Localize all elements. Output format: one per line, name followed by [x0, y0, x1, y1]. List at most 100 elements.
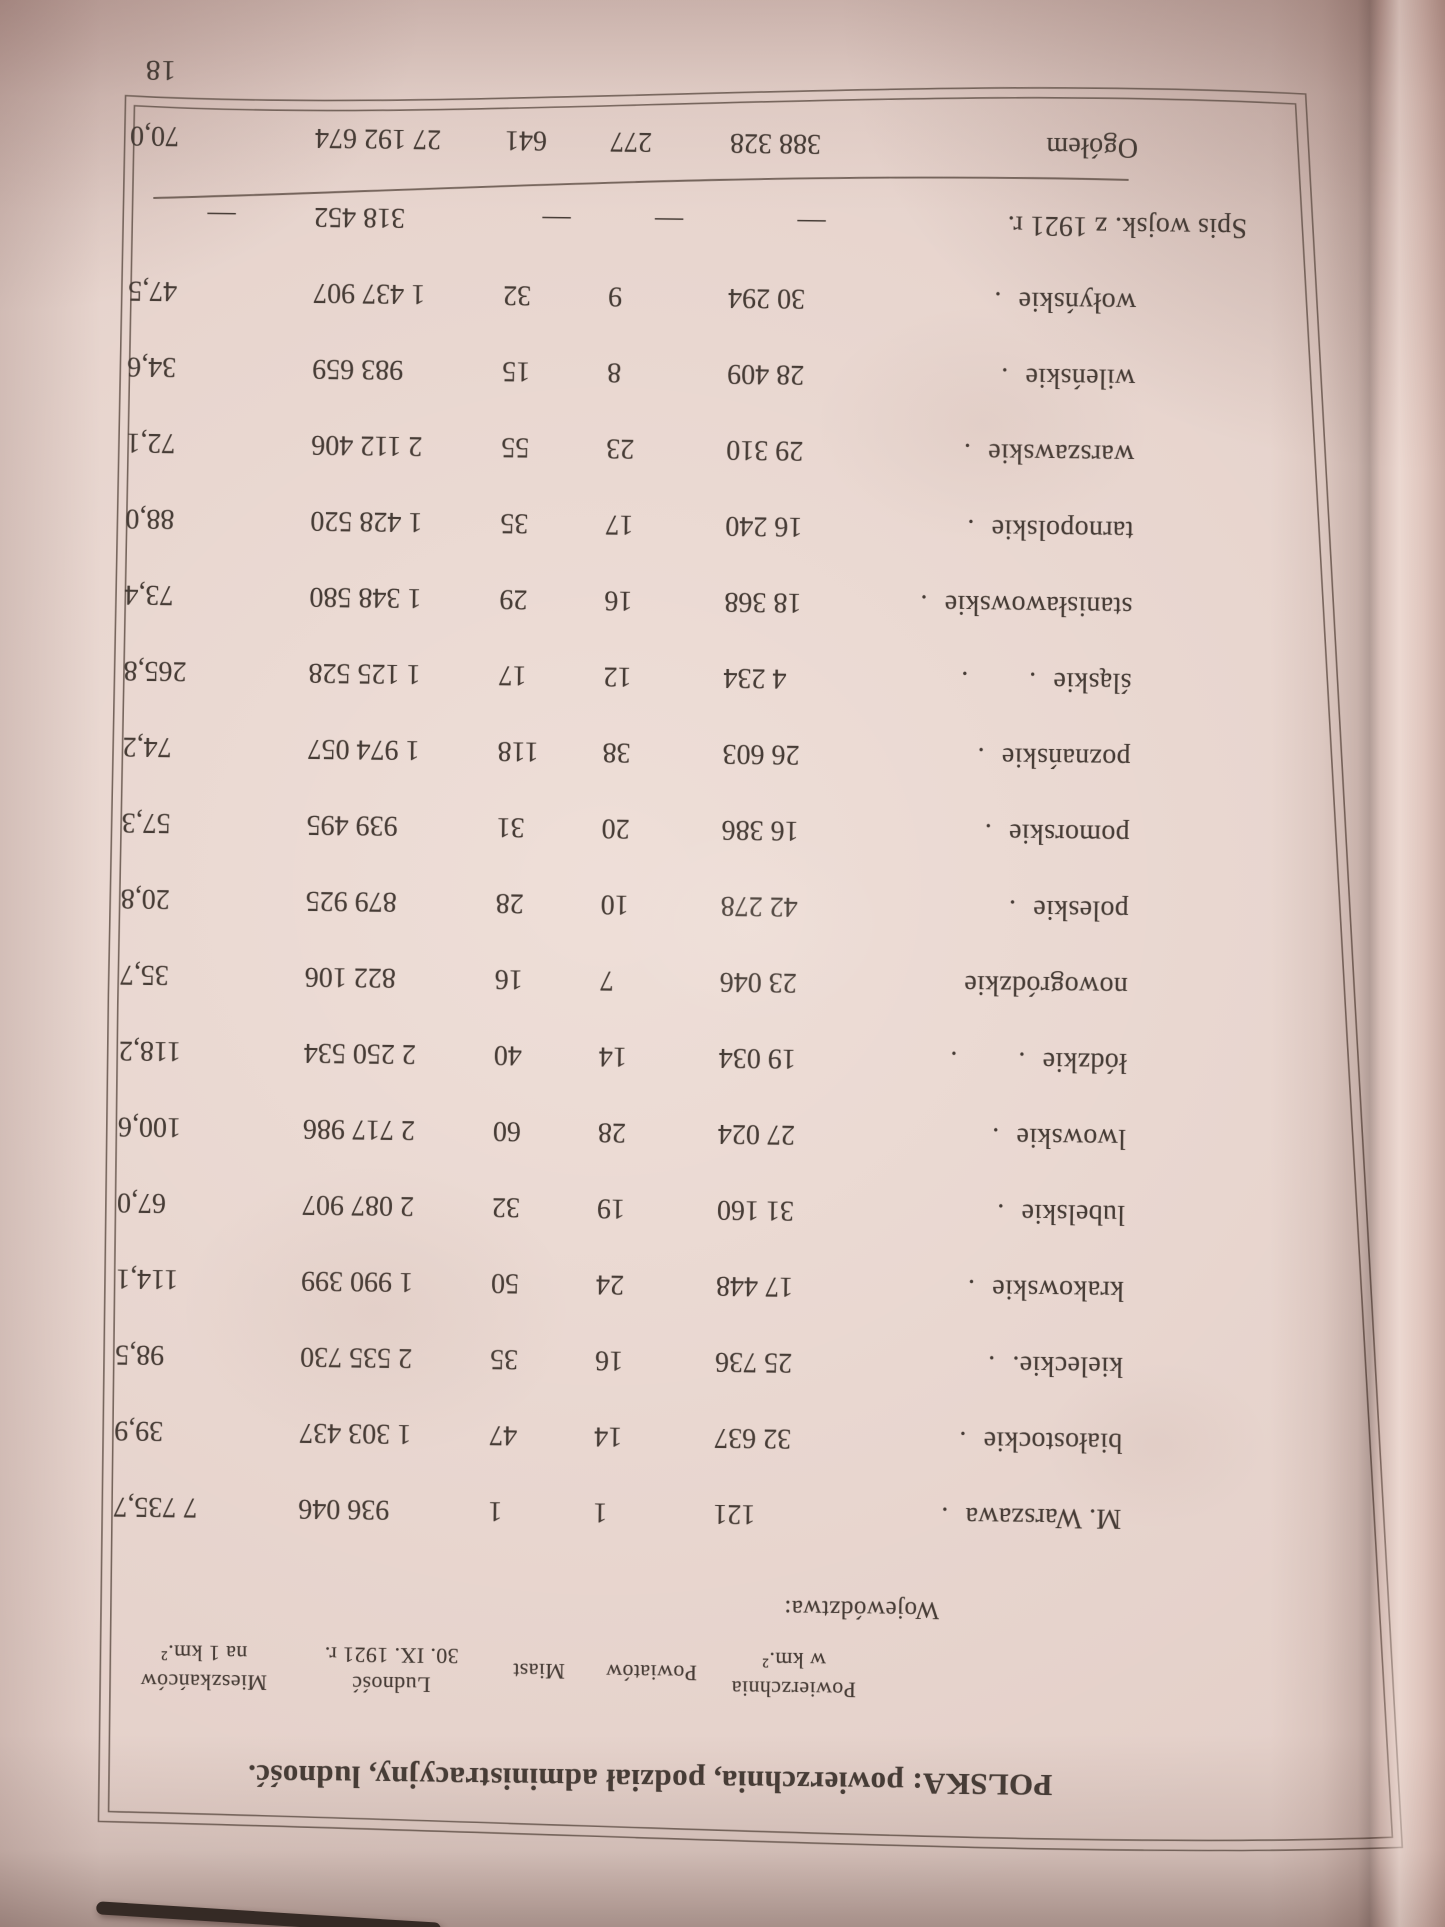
row-name: pomorskie: [1008, 817, 1130, 850]
row-towns: 50: [490, 1267, 520, 1299]
row-density: 100,6: [117, 1110, 182, 1143]
table-row: białostockie . 32 637 14 47 1 303 437 39…: [114, 1392, 1235, 1482]
row-area: 31 160: [716, 1193, 795, 1226]
row-population: 983 659: [312, 352, 404, 386]
table-row: krakowskie . 17 448 24 50 1 990 399 114,…: [116, 1240, 1237, 1330]
row-area: 30 294: [727, 282, 806, 314]
header-density: Mieszkańców na 1 km.²: [140, 1640, 268, 1696]
row-density: 265,8: [123, 654, 187, 687]
table-row: kieleckie. . 25 736 16 35 2 535 730 98,5: [115, 1316, 1236, 1406]
row-area: 23 046: [719, 965, 797, 998]
row-towns: 16: [494, 963, 523, 995]
row-density: 47,5: [127, 274, 178, 307]
row-districts: 19: [596, 1192, 626, 1224]
row-density: 98,5: [114, 1338, 165, 1371]
page-number: 18: [144, 53, 177, 87]
table-body: M. Warszawa . 121 1 1 936 046 7 735,7 bi…: [113, 176, 1250, 1558]
row-area: 28 409: [727, 358, 805, 390]
leader-dots: .: [969, 1197, 1005, 1229]
row-districts: 20: [601, 812, 630, 844]
row-districts: 16: [604, 584, 633, 616]
row-districts: 38: [602, 736, 631, 768]
row-name: śląskie: [1052, 666, 1132, 698]
row-name: poznańskie: [1001, 741, 1131, 774]
row-population: 1 125 528: [308, 656, 421, 690]
total-districts: 277: [609, 125, 653, 158]
row-density: —: [207, 199, 236, 231]
row-districts: 17: [605, 508, 634, 540]
table-row: Spis wojsk. z 1921 r. — — — 318 452 —: [129, 176, 1250, 266]
header-names-spacer: [876, 1643, 1232, 1713]
row-area: 26 603: [722, 737, 800, 770]
total-population: 27 192 674: [314, 121, 442, 155]
row-population: 318 452: [313, 200, 406, 234]
row-districts: 9: [607, 280, 623, 312]
table-row: śląskie . . 4 234 12 17 1 125 528 265,8: [123, 632, 1244, 722]
row-name: warszawskie: [987, 437, 1135, 470]
row-density: 20,8: [120, 882, 170, 915]
row-density: 7 735,7: [113, 1490, 198, 1523]
leader-dots: . .: [923, 1044, 1026, 1077]
table-row: tarnopolskie . 16 240 17 35 1 428 520 88…: [125, 480, 1246, 570]
table-header-row: Powierzchnia w km.² Powiatów Miast Ludno…: [111, 1634, 1232, 1714]
section-label: Województwa:: [783, 1594, 940, 1624]
row-name: wileńskie: [1024, 361, 1136, 394]
row-name: lwowskie: [1015, 1121, 1127, 1154]
row-districts: —: [654, 205, 684, 237]
row-name: białostockie: [983, 1425, 1123, 1458]
row-density: 35,7: [119, 958, 170, 991]
row-name: tarnopolskie: [991, 513, 1134, 546]
header-area: Powierzchnia w km.²: [731, 1647, 857, 1703]
row-area: 121: [713, 1497, 756, 1530]
row-population: 822 106: [304, 960, 396, 994]
row-districts: 28: [597, 1116, 627, 1148]
row-population: 1 348 580: [309, 580, 422, 614]
row-density: 88,0: [125, 502, 175, 535]
row-population: 936 046: [298, 1492, 390, 1525]
header-population: Ludność 30. IX. 1921 r.: [324, 1642, 459, 1698]
row-name: kieleckie.: [1011, 1349, 1124, 1382]
row-population: 1 974 057: [307, 732, 420, 766]
leader-dots: .: [893, 588, 928, 620]
row-population: 2 717 986: [302, 1112, 416, 1146]
row-name: poleskie: [1032, 893, 1129, 926]
row-districts: 23: [606, 432, 635, 464]
leader-dots: . .: [933, 664, 1037, 697]
row-districts: 12: [603, 660, 632, 692]
table-row: lwowskie . 27 024 28 60 2 717 986 100,6: [118, 1088, 1239, 1178]
leader-dots: .: [914, 1500, 949, 1532]
leader-dots: .: [950, 740, 985, 773]
row-density: 67,0: [116, 1186, 167, 1219]
row-density: 57,3: [121, 806, 171, 839]
row-area: 27 024: [717, 1117, 796, 1150]
row-towns: 32: [502, 279, 532, 311]
row-towns: 118: [497, 735, 539, 767]
row-towns: 40: [493, 1039, 523, 1071]
leader-dots: .: [960, 1348, 996, 1381]
row-density: 118,2: [118, 1034, 182, 1067]
row-area: 16 240: [725, 510, 803, 542]
row-density: 74,2: [122, 730, 172, 763]
row-districts: 8: [607, 356, 622, 388]
leader-dots: .: [964, 1120, 1000, 1153]
row-name: lubelskie: [1020, 1197, 1126, 1230]
row-towns: —: [542, 203, 571, 236]
row-name: nowogródzkie: [963, 968, 1128, 1002]
row-area: 42 278: [720, 889, 798, 922]
row-area: 32 637: [714, 1421, 792, 1454]
table-row: nowogródzkie 23 046 7 16 822 106 35,7: [119, 936, 1240, 1026]
leader-dots: .: [981, 893, 1017, 925]
row-population: 2 112 406: [311, 428, 423, 462]
row-population: 1 990 399: [300, 1264, 414, 1298]
table-row: stanisławowskie . 18 368 16 29 1 348 580…: [124, 556, 1245, 646]
header-districts: Powiatów: [605, 1660, 698, 1687]
row-name: krakowskie: [991, 1273, 1125, 1306]
row-towns: 32: [491, 1191, 521, 1223]
row-population: 2 535 730: [299, 1340, 413, 1374]
row-area: 18 368: [724, 585, 802, 618]
row-districts: 7: [599, 964, 614, 996]
row-area: 19 034: [718, 1041, 797, 1074]
row-name: Spis wojsk. z 1921 r.: [1007, 209, 1248, 244]
row-population: 1 428 520: [310, 504, 423, 538]
total-area: 388 328: [729, 127, 822, 160]
